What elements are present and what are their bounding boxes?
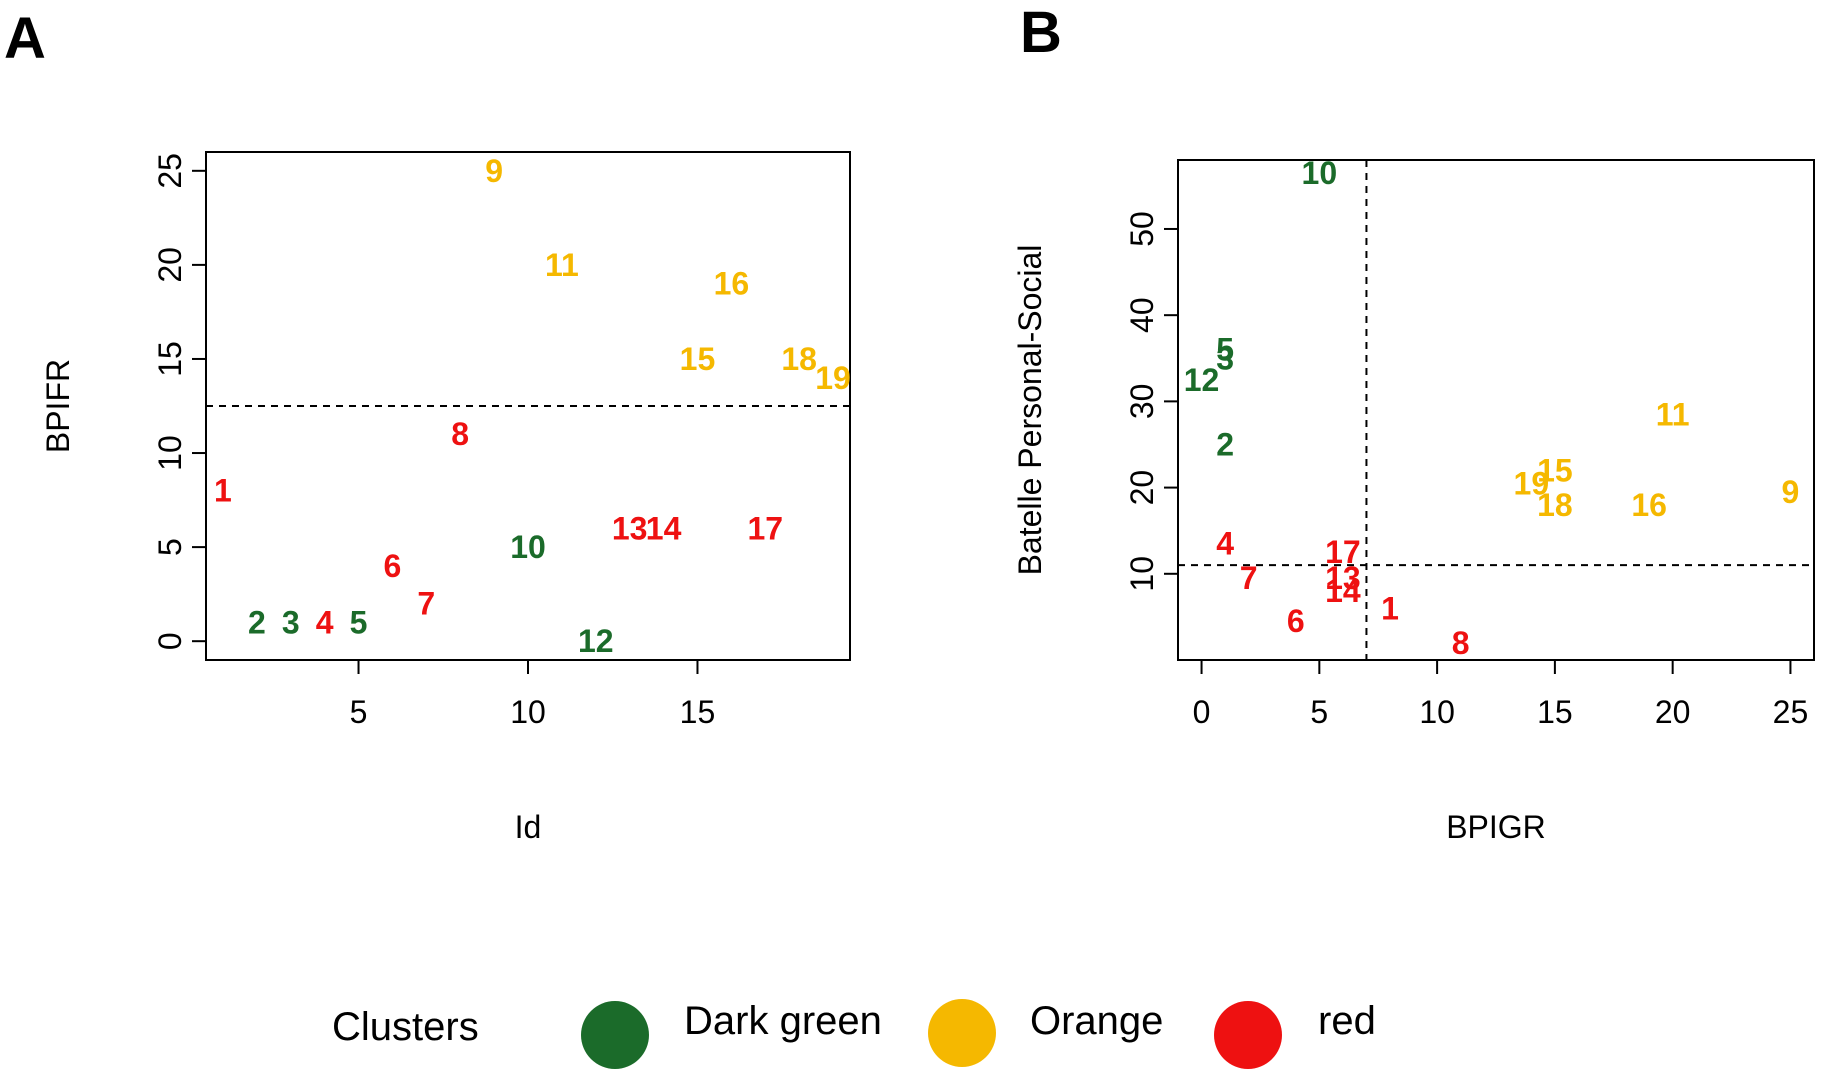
point-label-9: 9 [485,153,503,189]
point-label-1: 1 [214,473,232,509]
x-tick-label: 5 [350,694,368,730]
y-tick-label: 10 [152,435,188,471]
point-label-12: 12 [578,623,614,659]
y-tick-label: 30 [1124,384,1160,420]
x-tick-label: 25 [1773,694,1809,730]
point-label-2: 2 [1216,426,1234,462]
y-tick-label: 20 [1124,470,1160,506]
y-tick-label: 20 [152,247,188,283]
legend-swatch-orange [928,999,996,1067]
point-label-5: 5 [350,604,368,640]
panel-letter-a: A [4,6,46,71]
point-label-7: 7 [1240,560,1258,596]
point-label-11: 11 [1656,396,1690,432]
point-label-10: 10 [1302,155,1338,191]
point-label-19: 19 [1514,465,1550,501]
legend-label-red: red [1318,999,1376,1043]
point-label-4: 4 [1216,526,1234,562]
x-tick-label: 20 [1655,694,1691,730]
point-label-16: 16 [714,266,750,302]
x-tick-label: 10 [1419,694,1455,730]
point-label-15: 15 [680,341,716,377]
legend-title: Clusters [332,1005,479,1049]
point-label-1: 1 [1381,590,1399,626]
point-label-18: 18 [781,341,817,377]
legend-label-dark-green: Dark green [684,999,882,1043]
legend-swatch-dark-green [581,1001,649,1069]
x-tick-label: 0 [1193,694,1211,730]
y-axis-label: Batelle Personal-Social [1012,245,1048,576]
legend: Clusters Dark green Orange red [332,999,1376,1069]
point-label-10: 10 [510,529,546,565]
point-label-2: 2 [248,604,266,640]
y-tick-label: 25 [152,153,188,189]
point-label-14: 14 [1325,573,1361,609]
point-label-4: 4 [316,604,334,640]
y-axis-label: BPIFR [40,359,76,453]
point-label-16: 16 [1631,487,1667,523]
x-axis-label: Id [515,809,542,845]
point-label-15: 15 [1537,452,1573,488]
point-label-6: 6 [1287,603,1305,639]
point-label-9: 9 [1782,474,1800,510]
y-tick-label: 10 [1124,556,1160,592]
point-label-7: 7 [417,586,435,622]
point-label-13: 13 [612,510,648,546]
point-label-14: 14 [646,510,682,546]
point-label-12: 12 [1184,362,1220,398]
y-tick-label: 50 [1124,211,1160,247]
y-tick-label: 40 [1124,297,1160,333]
panel-letter-b: B [1020,0,1062,65]
point-label-19: 19 [815,360,851,396]
point-label-8: 8 [451,416,469,452]
y-tick-label: 15 [152,341,188,377]
legend-label-orange: Orange [1030,999,1163,1043]
point-label-13: 13 [1325,560,1361,596]
point-label-3: 3 [282,604,300,640]
point-label-11: 11 [545,247,579,283]
x-tick-label: 15 [680,694,716,730]
y-tick-label: 5 [152,538,188,556]
x-tick-label: 15 [1537,694,1573,730]
x-tick-label: 5 [1310,694,1328,730]
point-label-6: 6 [384,548,402,584]
point-label-17: 17 [1325,534,1361,570]
point-label-3: 3 [1216,340,1234,376]
point-label-18: 18 [1537,487,1573,523]
point-label-17: 17 [747,510,783,546]
point-label-8: 8 [1452,625,1470,661]
reference-lines [1178,160,1814,660]
x-tick-label: 10 [510,694,546,730]
point-label-5: 5 [1216,332,1234,368]
y-tick-label: 0 [152,632,188,650]
plot-frame [1177,159,1815,661]
legend-swatch-red [1214,1001,1282,1069]
x-axis-label: BPIGR [1446,809,1546,845]
